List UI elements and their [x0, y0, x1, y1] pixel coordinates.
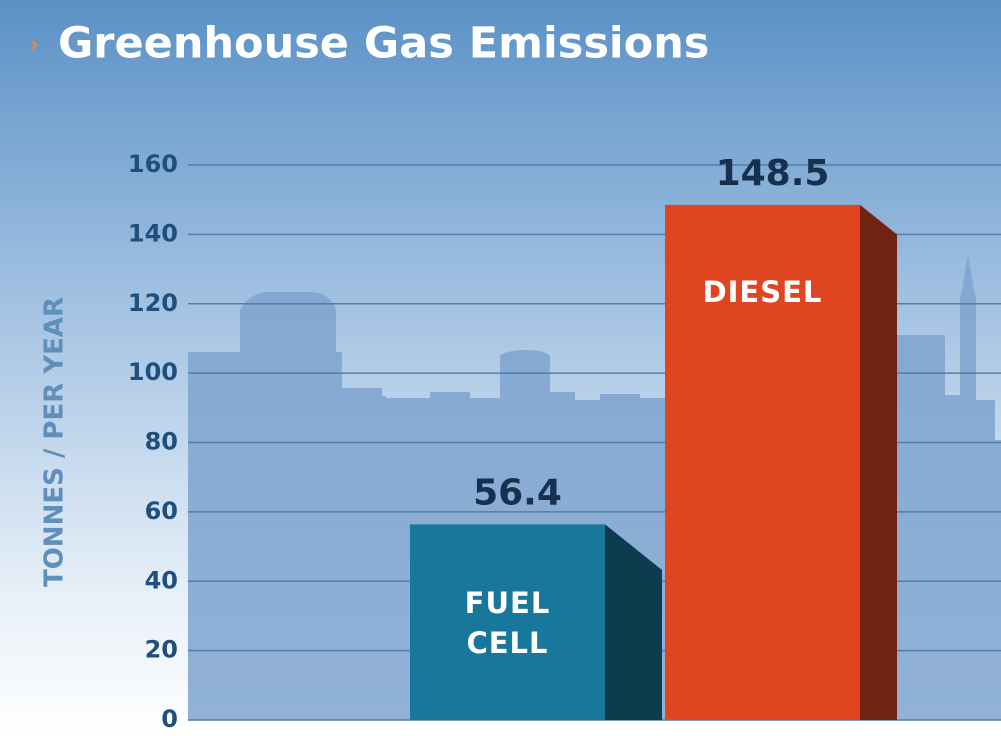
value-label: 148.5 [716, 153, 830, 194]
y-axis-label: TONNES / PER YEAR [40, 297, 70, 587]
y-tick-label: 160 [128, 150, 178, 178]
category-label: DIESEL [698, 272, 828, 312]
y-tick-label: 140 [128, 219, 178, 247]
y-tick-label: 60 [145, 497, 178, 525]
category-label: FUEL CELL [443, 583, 573, 663]
value-label: 56.4 [473, 472, 562, 513]
chart-title: Greenhouse Gas Emissions [58, 19, 709, 69]
y-tick-label: 20 [145, 636, 178, 664]
bar-side [860, 205, 897, 720]
y-tick-label: 100 [128, 358, 178, 386]
y-tick-label: 0 [161, 705, 178, 733]
y-tick-label: 40 [145, 566, 178, 594]
infographic: Greenhouse Gas Emissions TONNES / PER YE… [0, 0, 1001, 736]
y-tick-label: 80 [145, 428, 178, 456]
y-tick-label: 120 [128, 289, 178, 317]
